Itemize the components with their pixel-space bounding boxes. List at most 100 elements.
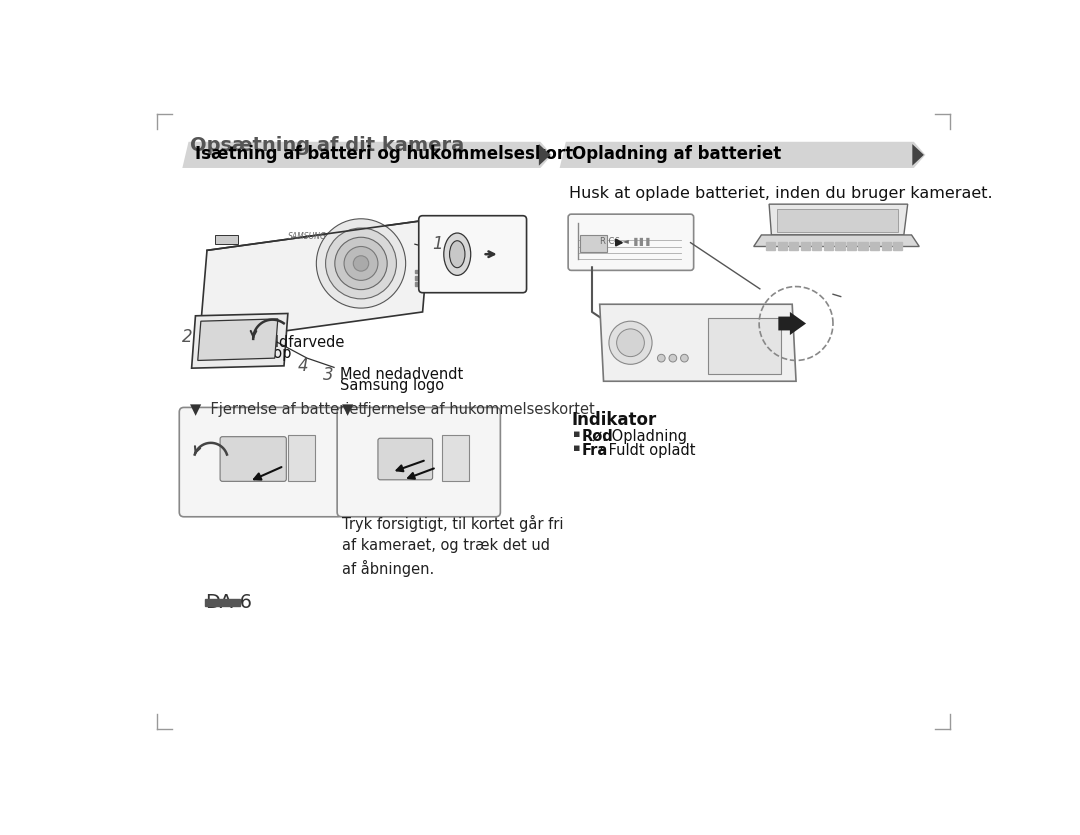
Circle shape	[316, 219, 406, 308]
Bar	[812, 242, 822, 244]
Bar	[824, 245, 833, 247]
Text: 2: 2	[183, 328, 193, 347]
Bar	[800, 245, 810, 247]
Circle shape	[325, 228, 396, 299]
Text: 1: 1	[433, 235, 443, 253]
Polygon shape	[183, 142, 552, 168]
Bar	[789, 248, 798, 250]
Polygon shape	[599, 304, 796, 382]
Bar	[415, 282, 421, 286]
Bar	[847, 245, 856, 247]
Bar	[789, 242, 798, 244]
Circle shape	[617, 329, 645, 357]
FancyBboxPatch shape	[419, 215, 527, 293]
Bar	[893, 248, 902, 250]
Polygon shape	[198, 319, 278, 361]
Polygon shape	[539, 144, 551, 165]
Text: Med de guldfarvede: Med de guldfarvede	[198, 335, 345, 350]
Text: ▪: ▪	[572, 429, 580, 439]
Bar	[766, 248, 775, 250]
Bar	[777, 209, 899, 232]
Polygon shape	[200, 220, 430, 342]
Text: Isætning af batteri og hukommelseskort: Isætning af batteri og hukommelseskort	[194, 145, 572, 164]
Bar	[870, 242, 879, 244]
Circle shape	[353, 256, 368, 271]
Ellipse shape	[444, 233, 471, 276]
Bar	[580, 235, 607, 252]
Text: Opladning af batteriet: Opladning af batteriet	[572, 145, 781, 164]
Text: 4: 4	[298, 357, 309, 375]
Circle shape	[609, 321, 652, 364]
Bar	[766, 245, 775, 247]
Bar	[789, 245, 798, 247]
Bar	[778, 245, 787, 247]
Bar	[415, 276, 421, 280]
Bar	[778, 242, 787, 244]
Text: 3: 3	[323, 366, 334, 384]
Text: kontakter op: kontakter op	[198, 346, 292, 361]
Bar	[288, 435, 314, 481]
Polygon shape	[559, 142, 926, 168]
Text: Tryk forsigtigt, til kortet går fri
af kameraet, og træk det ud
af åbningen.: Tryk forsigtigt, til kortet går fri af k…	[341, 515, 564, 577]
Polygon shape	[191, 313, 288, 368]
Polygon shape	[913, 144, 923, 165]
Bar	[800, 242, 810, 244]
Bar	[870, 245, 879, 247]
Bar	[812, 248, 822, 250]
Ellipse shape	[449, 240, 465, 268]
Bar	[881, 242, 891, 244]
Bar	[881, 245, 891, 247]
Text: : Fuldt opladt: : Fuldt opladt	[599, 443, 696, 458]
Text: Fra: Fra	[582, 443, 608, 458]
FancyBboxPatch shape	[179, 407, 342, 517]
Polygon shape	[769, 204, 907, 235]
Text: DA-6: DA-6	[205, 593, 253, 612]
Circle shape	[345, 246, 378, 281]
Polygon shape	[754, 235, 919, 246]
Bar	[205, 600, 240, 606]
Text: SAMSUNG: SAMSUNG	[287, 232, 326, 241]
FancyBboxPatch shape	[568, 214, 693, 271]
Bar	[859, 242, 867, 244]
Bar	[824, 248, 833, 250]
Bar	[881, 248, 891, 250]
Text: Med nedadvendt: Med nedadvendt	[340, 367, 463, 382]
Circle shape	[335, 237, 388, 290]
Text: ▪: ▪	[572, 443, 580, 453]
Bar	[835, 245, 845, 247]
Bar	[812, 245, 822, 247]
Bar	[859, 245, 867, 247]
Bar	[766, 242, 775, 244]
Text: ▼  Fjernelse af batteriet: ▼ Fjernelse af batteriet	[190, 402, 364, 417]
Bar	[835, 242, 845, 244]
Bar	[707, 318, 781, 373]
FancyBboxPatch shape	[337, 407, 500, 517]
Text: ▼  fjernelse af hukommelseskortet: ▼ fjernelse af hukommelseskortet	[341, 402, 594, 417]
Bar	[415, 270, 421, 273]
Circle shape	[669, 354, 677, 362]
Polygon shape	[779, 312, 806, 335]
Text: R C€ ◄: R C€ ◄	[599, 236, 629, 245]
Circle shape	[658, 354, 665, 362]
Bar	[859, 248, 867, 250]
Bar	[847, 248, 856, 250]
Bar	[778, 248, 787, 250]
Bar	[893, 245, 902, 247]
Bar	[215, 235, 238, 244]
FancyBboxPatch shape	[220, 437, 286, 481]
Bar	[893, 242, 902, 244]
Bar	[800, 248, 810, 250]
FancyBboxPatch shape	[378, 438, 433, 480]
Bar	[870, 248, 879, 250]
Text: ▐▐▐: ▐▐▐	[631, 236, 650, 245]
Bar	[442, 435, 469, 481]
Text: Opsætning af dit kamera: Opsætning af dit kamera	[190, 136, 464, 155]
Circle shape	[680, 354, 688, 362]
Text: Indikator: Indikator	[571, 411, 657, 428]
Text: Rød: Rød	[582, 429, 613, 444]
Text: Husk at oplade batteriet, inden du bruger kameraet.: Husk at oplade batteriet, inden du bruge…	[569, 185, 993, 200]
Bar	[847, 242, 856, 244]
Bar	[835, 248, 845, 250]
Bar	[824, 242, 833, 244]
Text: Samsung logo: Samsung logo	[340, 378, 444, 393]
